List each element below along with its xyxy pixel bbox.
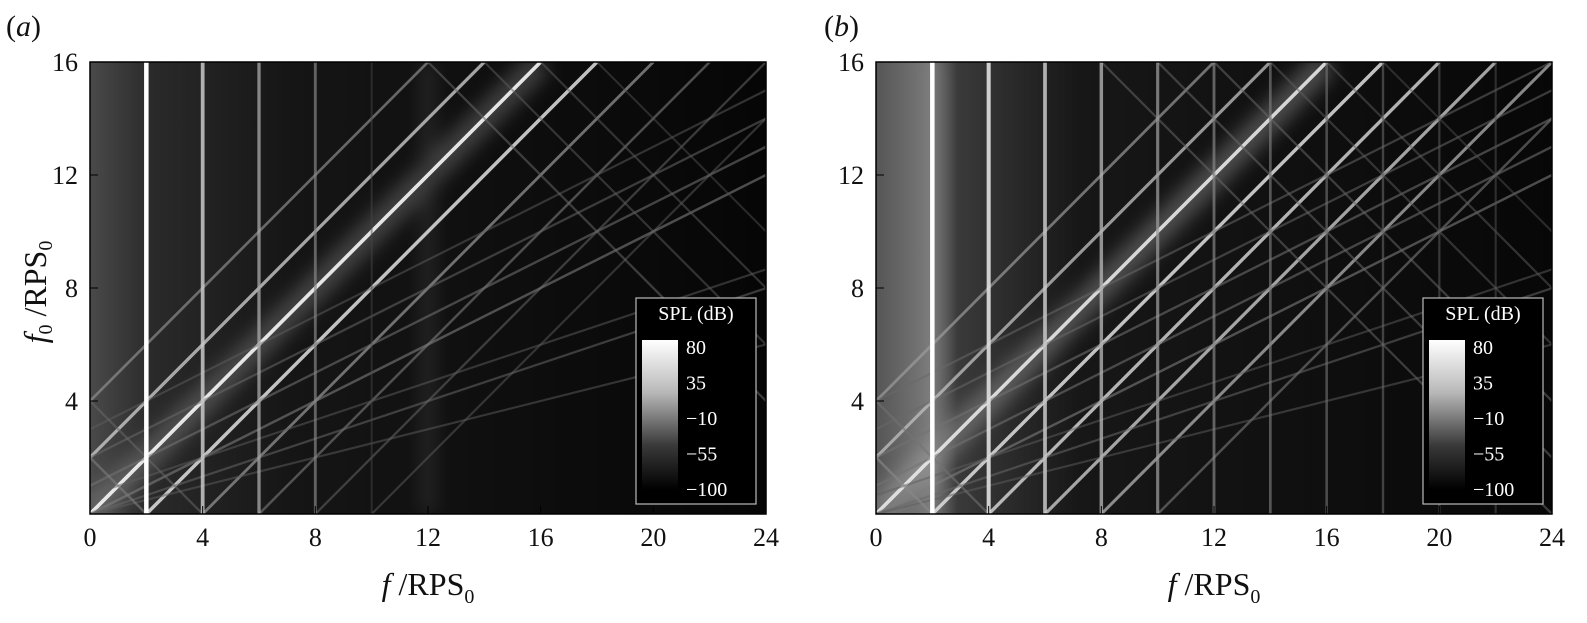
colorbar-title: SPL (dB) [658,303,733,325]
x-tick-label: 20 [640,523,666,552]
x-tick-label: 4 [982,523,995,552]
y-tick-label: 4 [65,387,78,416]
panel-b-label: (b) [824,10,859,43]
colorbar-gradient [642,340,678,490]
sloped-tone-line [427,62,766,403]
tick-labels-b: 0 4 8 12 16 20 24 4 8 12 16 [838,48,1565,552]
y-tick-label: 4 [851,387,864,416]
colorbar-a: SPL (dB) 80 35 −10 −55 −100 [635,297,757,505]
sloped-tone-line [1382,62,1552,233]
heatmap-content [90,62,766,514]
colorbar-tick-label: −100 [1473,479,1514,501]
x-tick-label: 24 [753,523,779,552]
y-tick-label: 8 [65,274,78,303]
sloped-tone-line [90,173,766,514]
sloped-tone-line [370,116,766,514]
y-tick-label: 8 [851,274,864,303]
colorbar-b: SPL (dB) 80 35 −10 −55 −100 [1422,297,1544,505]
x-axis-label-a: f /RPS0 [382,566,475,608]
sloped-tone-line [483,62,766,347]
sloped-tone-line [876,399,990,514]
sloped-tone-line [90,343,766,514]
y-axis-label: f0 /RPS0 [17,241,57,344]
colorbar-tick-label: 80 [1473,337,1493,359]
plot-area-a [89,61,767,515]
colorbar-tick-label: 80 [686,337,706,359]
panel-b-letter: b [834,10,849,43]
sloped-tone-line [90,399,204,514]
x-tick-label: 12 [1201,523,1227,552]
panel-a: (a) 0 4 8 12 16 20 24 4 8 12 16 f0 /RPS0 f /RPS0 S… [6,10,779,608]
x-tick-label: 4 [196,523,209,552]
y-tick-label: 16 [52,48,78,77]
x-tick-label: 16 [1314,523,1340,552]
panel-a-label: (a) [6,10,41,43]
x-tick-label: 12 [415,523,441,552]
x-tick-label: 0 [84,523,97,552]
colorbar-tick-label: −100 [686,479,727,501]
tick-labels-a: 0 4 8 12 16 20 24 4 8 12 16 [52,48,779,552]
colorbar-tick-label: −55 [686,444,717,466]
sloped-tone-line [90,89,766,431]
colorbar-title: SPL (dB) [1445,303,1520,325]
y-tick-label: 12 [838,161,864,190]
sloped-tone-line [596,62,766,233]
x-tick-label: 8 [1095,523,1108,552]
x-tick-label: 24 [1539,523,1565,552]
colorbar-tick-label: −10 [686,408,717,430]
panel-b: (b) 0 4 8 12 16 20 24 4 8 12 16 f /RPS0 SPL (dB) 80… [824,10,1565,608]
colorbar-tick-label: −55 [1473,444,1504,466]
x-axis-label-b: f /RPS0 [1168,566,1261,608]
sloped-tone-line [876,343,1552,514]
colorbar-tick-label: −10 [1473,408,1504,430]
panel-a-letter: a [16,10,31,43]
x-tick-label: 0 [870,523,883,552]
sloped-tone-line [539,62,766,290]
x-tick-label: 16 [528,523,554,552]
sloped-tone-line [1325,62,1552,290]
sloped-tone-line [90,145,766,488]
colorbar-tick-label: 35 [686,373,706,395]
x-tick-label: 20 [1426,523,1452,552]
y-tick-label: 12 [52,161,78,190]
colorbar-gradient [1429,340,1465,490]
colorbar-tick-label: 35 [1473,373,1493,395]
y-tick-label: 16 [838,48,864,77]
x-tick-label: 8 [309,523,322,552]
